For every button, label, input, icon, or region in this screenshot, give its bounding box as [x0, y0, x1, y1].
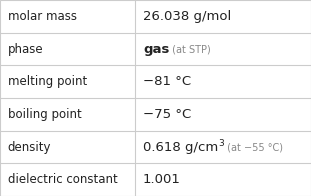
Text: gas: gas: [143, 43, 169, 55]
Text: 1.001: 1.001: [143, 173, 181, 186]
Text: density: density: [8, 141, 51, 153]
Text: melting point: melting point: [8, 75, 87, 88]
Text: (at STP): (at STP): [169, 44, 211, 54]
Text: phase: phase: [8, 43, 44, 55]
Text: 3: 3: [218, 139, 224, 148]
Text: 26.038 g/mol: 26.038 g/mol: [143, 10, 231, 23]
Text: (at −55 °C): (at −55 °C): [224, 142, 283, 152]
Text: boiling point: boiling point: [8, 108, 81, 121]
Text: molar mass: molar mass: [8, 10, 77, 23]
Text: −75 °C: −75 °C: [143, 108, 191, 121]
Text: −81 °C: −81 °C: [143, 75, 191, 88]
Text: dielectric constant: dielectric constant: [8, 173, 118, 186]
Text: 0.618 g/cm: 0.618 g/cm: [143, 141, 218, 153]
